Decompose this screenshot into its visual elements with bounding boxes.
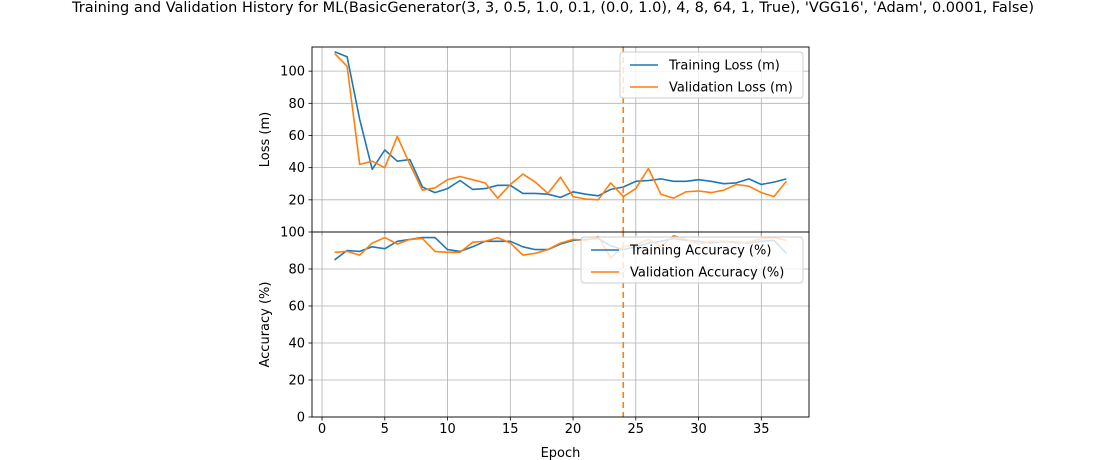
accuracy-subplot: 0 5 10 15 20 25 30 35 0 20 40 60 80 100 Accuracy (%) Ep… [258,226,810,460]
chart1-y-tick-label: 80 [288,263,305,278]
chart1-x-tick-label: 10 [439,422,456,437]
chart0-legend-label: Validation Loss (m) [669,81,793,96]
chart1-axes-frame [311,231,810,418]
chart1-y-tick-label: 0 [297,411,305,426]
chart0-legend-box [619,51,804,99]
chart1-y-tick-label: 60 [288,300,305,315]
chart1-x-tick-label: 25 [628,422,645,437]
chart1-x-tick-label: 35 [753,422,770,437]
chart1-y-tick-label: 100 [280,226,305,241]
chart1-legend-label: Training Accuracy (%) [629,244,771,259]
chart1-x-tick-label: 0 [318,422,326,437]
chart0-y-tick-label: 100 [280,65,305,80]
chart-title: Training and Validation History for ML(B… [71,0,1034,16]
chart1-x-tick-label: 30 [690,422,707,437]
chart1-x-axis-label: Epoch [541,446,581,460]
chart0-series-line-validation [334,52,788,201]
chart1-x-tick-label: 5 [381,422,389,437]
chart0-y-tick-label: 80 [288,97,305,112]
chart1-y-tick-label: 20 [288,374,305,389]
chart0-y-tick-label: 60 [288,129,305,144]
chart1-x-tick-label: 15 [502,422,519,437]
loss-subplot: 20 40 60 80 100 Loss (m) Training Loss (m) Vali… [258,46,810,236]
chart0-legend: Training Loss (m) Validation Loss (m) [619,51,804,99]
chart0-y-tick-label: 20 [288,193,305,208]
chart1-x-tick-label: 20 [565,422,582,437]
chart0-y-axis-label: Loss (m) [258,112,273,167]
chart0-series-line-training [334,51,787,199]
chart1-legend-label: Validation Accuracy (%) [630,266,784,281]
chart1-legend: Training Accuracy (%) Validation Accuracy… [580,236,804,284]
chart1-y-axis-label: Accuracy (%) [258,282,273,368]
chart0-legend-label: Training Loss (m) [668,59,780,74]
chart0-y-tick-label: 40 [288,161,305,176]
chart1-legend-box [580,236,804,284]
chart1-y-tick-label: 40 [288,337,305,352]
